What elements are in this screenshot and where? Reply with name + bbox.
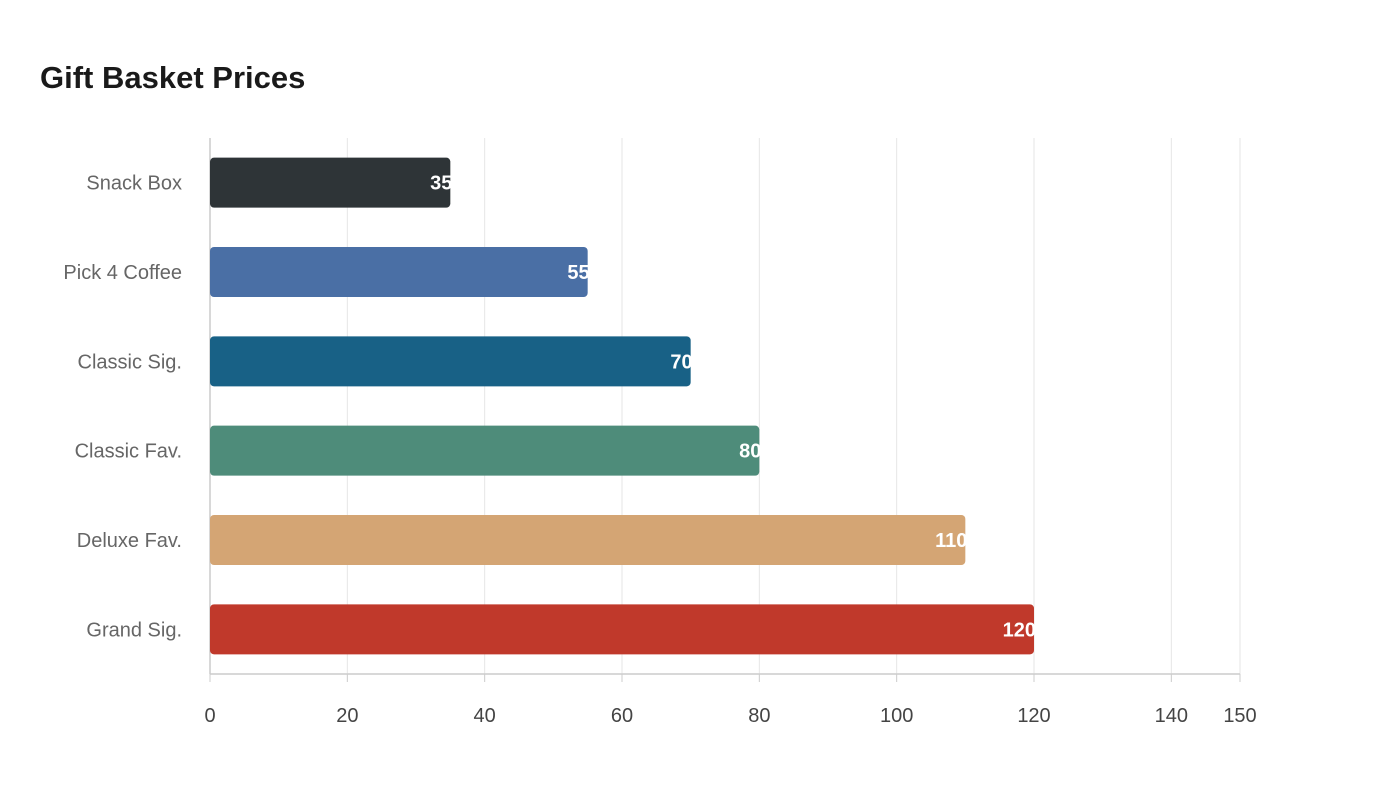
- category-label: Grand Sig.: [86, 619, 182, 641]
- category-label: Pick 4 Coffee: [63, 262, 182, 284]
- value-label: 70: [670, 351, 692, 373]
- value-label: 35: [430, 173, 452, 195]
- bars: [210, 157, 1034, 655]
- bar: [210, 157, 451, 208]
- x-tick-label: 100: [880, 705, 913, 727]
- category-label: Deluxe Fav.: [77, 530, 182, 552]
- value-label: 80: [739, 441, 761, 463]
- x-tick-label: 80: [748, 705, 770, 727]
- category-label: Classic Fav.: [75, 441, 182, 463]
- value-label: 110: [935, 530, 967, 552]
- grid-lines: [346, 138, 1241, 674]
- bar: [210, 515, 966, 565]
- category-label: Snack Box: [86, 173, 182, 195]
- value-label: 55: [567, 262, 589, 284]
- category-label: Classic Sig.: [78, 351, 182, 373]
- bar: [210, 247, 588, 297]
- bar: [210, 336, 691, 387]
- x-tick-label: 150: [1223, 705, 1256, 727]
- value-label: 120: [1003, 619, 1036, 641]
- labels: 0 20 40 60 80 100 120 140 150 Snack Box 35 Pick 4 C…: [63, 173, 1256, 727]
- x-tick-label: 40: [474, 705, 496, 727]
- x-tick-label: 20: [336, 705, 358, 727]
- chart-title: Gift Basket Prices: [40, 60, 306, 95]
- x-tick-label: 120: [1017, 705, 1050, 727]
- bar: [210, 604, 1034, 655]
- x-tick-label: 0: [204, 705, 215, 727]
- x-tick-label: 140: [1155, 705, 1188, 727]
- x-tick-label: 60: [611, 705, 633, 727]
- bar: [210, 425, 760, 476]
- axes: [209, 138, 1241, 682]
